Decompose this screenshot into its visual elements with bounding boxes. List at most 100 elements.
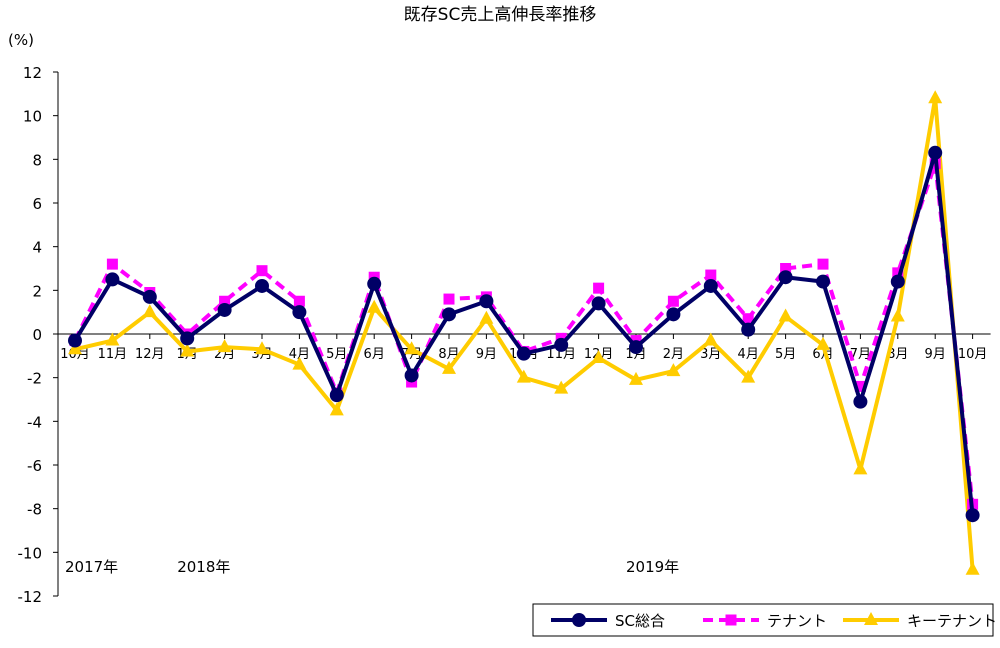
- data-point: [593, 282, 605, 294]
- y-tick-label: 6: [32, 195, 42, 213]
- data-point: [142, 289, 157, 304]
- data-point: [853, 461, 868, 475]
- year-label: 2018年: [177, 558, 230, 576]
- series-layer: [68, 90, 980, 575]
- data-point: [667, 295, 679, 307]
- data-point: [666, 307, 681, 322]
- data-point: [217, 302, 232, 317]
- data-point: [554, 337, 569, 352]
- legend-label: テナント: [767, 612, 827, 630]
- data-point: [106, 258, 118, 270]
- data-point: [105, 272, 120, 287]
- data-point: [219, 295, 231, 307]
- data-point: [142, 304, 157, 318]
- y-tick-label: 8: [32, 151, 42, 169]
- data-point: [629, 340, 643, 355]
- data-point: [703, 278, 718, 293]
- x-tick-label: 11月: [546, 347, 576, 362]
- data-point: [180, 343, 195, 357]
- y-tick-label: -6: [27, 457, 42, 475]
- legend-marker: [725, 614, 737, 626]
- y-tick-label: 12: [23, 64, 42, 82]
- year-label: 2017年: [65, 558, 118, 576]
- legend-marker: [864, 612, 878, 625]
- data-point: [703, 332, 718, 346]
- y-tick-label: -4: [27, 413, 42, 431]
- data-point: [742, 313, 754, 325]
- data-point: [629, 371, 643, 385]
- data-point: [442, 360, 456, 374]
- x-tick-label: 5月: [775, 347, 796, 362]
- data-point: [479, 310, 494, 324]
- y-tick-label: 4: [32, 239, 42, 257]
- x-tick-label: 2月: [663, 347, 684, 362]
- data-point: [68, 333, 82, 348]
- y-tick-label: 2: [32, 282, 42, 300]
- x-tick-label: 10月: [60, 347, 90, 362]
- data-point: [292, 356, 307, 370]
- data-point: [854, 380, 866, 392]
- y-tick-label: 0: [32, 326, 42, 344]
- data-point: [105, 332, 120, 346]
- x-tick-label: 10月: [958, 347, 988, 362]
- y-tick-label: -12: [18, 588, 43, 606]
- x-tick-label: 11月: [98, 347, 128, 362]
- data-point: [928, 90, 943, 104]
- x-tick-label: 4月: [738, 347, 759, 362]
- year-labels: 2017年 2018年 2019年: [65, 558, 679, 576]
- data-point: [367, 299, 382, 313]
- y-tick-label: -2: [27, 370, 42, 388]
- data-point: [292, 305, 307, 320]
- data-point: [666, 363, 681, 377]
- y-tick-label: -8: [27, 501, 42, 519]
- series-1: [68, 145, 980, 523]
- data-point: [256, 265, 268, 277]
- data-point: [404, 368, 419, 383]
- data-point: [890, 274, 905, 289]
- x-tick-label: 9月: [476, 347, 497, 362]
- legend: SC総合 テナント キーテナント: [532, 603, 997, 637]
- x-tick-label: 8月: [438, 347, 459, 362]
- data-point: [443, 293, 455, 305]
- data-point: [554, 380, 569, 394]
- data-point: [778, 270, 793, 285]
- data-point: [778, 308, 793, 322]
- legend-marker: [572, 613, 586, 627]
- data-point: [928, 145, 943, 160]
- data-point: [780, 263, 792, 274]
- x-tick-label: 9月: [925, 347, 946, 362]
- data-point: [965, 508, 980, 523]
- data-point: [741, 369, 756, 383]
- data-point: [890, 308, 905, 322]
- chart-title: 既存SC売上高伸長率推移: [404, 5, 597, 25]
- data-point: [68, 341, 82, 355]
- data-point: [180, 331, 195, 346]
- y-tick-labels: 12 10 8 6 4 2 0 -2 -4 -6 -8 -10 -12: [18, 64, 43, 606]
- data-point: [741, 322, 756, 337]
- data-point: [705, 269, 717, 281]
- y-tick-label: 10: [23, 108, 42, 126]
- data-point: [217, 339, 232, 353]
- data-point: [329, 402, 344, 416]
- data-point: [442, 307, 456, 322]
- x-tick-label: 3月: [700, 347, 721, 362]
- data-point: [516, 369, 531, 383]
- x-tick-label: 6月: [364, 347, 385, 362]
- x-tick-label: 12月: [135, 347, 165, 362]
- x-tick-label: 7月: [850, 347, 871, 362]
- data-point: [892, 267, 904, 279]
- data-point: [516, 346, 531, 361]
- x-tick-label: 5月: [326, 347, 347, 362]
- data-point: [367, 276, 382, 291]
- y-axis-label: (%): [8, 31, 34, 49]
- data-point: [591, 350, 606, 364]
- data-point: [255, 341, 269, 355]
- data-point: [965, 561, 980, 575]
- data-point: [255, 278, 269, 293]
- axes: [53, 71, 991, 597]
- x-tick-label: 8月: [887, 347, 908, 362]
- x-tick-label: 4月: [289, 347, 310, 362]
- legend-label: SC総合: [615, 612, 665, 630]
